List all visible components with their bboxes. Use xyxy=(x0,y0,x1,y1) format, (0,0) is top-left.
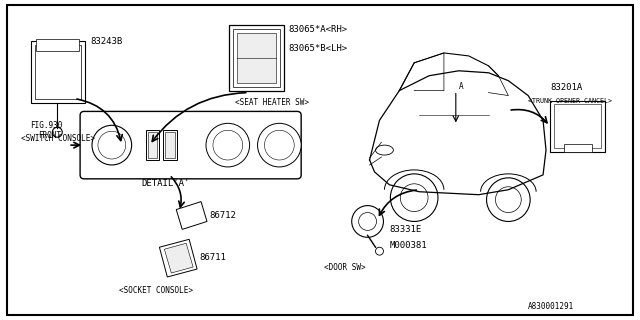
Text: 83331E: 83331E xyxy=(389,225,422,234)
Text: 83243B: 83243B xyxy=(90,36,122,45)
Bar xyxy=(237,33,276,83)
Polygon shape xyxy=(159,239,197,277)
Bar xyxy=(163,130,177,160)
Bar xyxy=(165,132,175,158)
Text: A830001291: A830001291 xyxy=(528,302,575,311)
Text: <SEAT HEATER SW>: <SEAT HEATER SW> xyxy=(235,98,308,107)
Text: <SOCKET CONSOLE>: <SOCKET CONSOLE> xyxy=(120,286,193,295)
Bar xyxy=(564,144,591,152)
Text: M000381: M000381 xyxy=(389,241,427,250)
Text: 86711: 86711 xyxy=(199,253,226,262)
Ellipse shape xyxy=(257,123,301,167)
Ellipse shape xyxy=(376,145,394,155)
Polygon shape xyxy=(176,202,207,229)
FancyBboxPatch shape xyxy=(550,100,605,152)
Text: FRONT: FRONT xyxy=(38,131,61,140)
Bar xyxy=(233,29,280,87)
Text: 83201A: 83201A xyxy=(550,83,582,92)
Bar xyxy=(36,39,79,51)
Text: 86712: 86712 xyxy=(209,211,236,220)
Bar xyxy=(35,45,81,99)
Text: FIG.930: FIG.930 xyxy=(31,121,63,130)
FancyBboxPatch shape xyxy=(80,111,301,179)
Text: <SWITCH CONSOLE>: <SWITCH CONSOLE> xyxy=(20,134,95,143)
Bar xyxy=(147,132,157,158)
Bar xyxy=(145,130,159,160)
Text: A: A xyxy=(459,82,463,91)
Text: 83065*B<LH>: 83065*B<LH> xyxy=(288,44,348,53)
Text: <DOOR SW>: <DOOR SW> xyxy=(324,263,365,272)
Bar xyxy=(554,105,600,148)
Ellipse shape xyxy=(206,123,250,167)
Text: <TRUNK OPENER CANCEL>: <TRUNK OPENER CANCEL> xyxy=(528,98,612,104)
Bar xyxy=(228,25,284,91)
Text: 83065*A<RH>: 83065*A<RH> xyxy=(288,25,348,34)
Text: DETAIL'A': DETAIL'A' xyxy=(141,179,190,188)
FancyBboxPatch shape xyxy=(31,41,85,102)
Polygon shape xyxy=(164,243,193,273)
